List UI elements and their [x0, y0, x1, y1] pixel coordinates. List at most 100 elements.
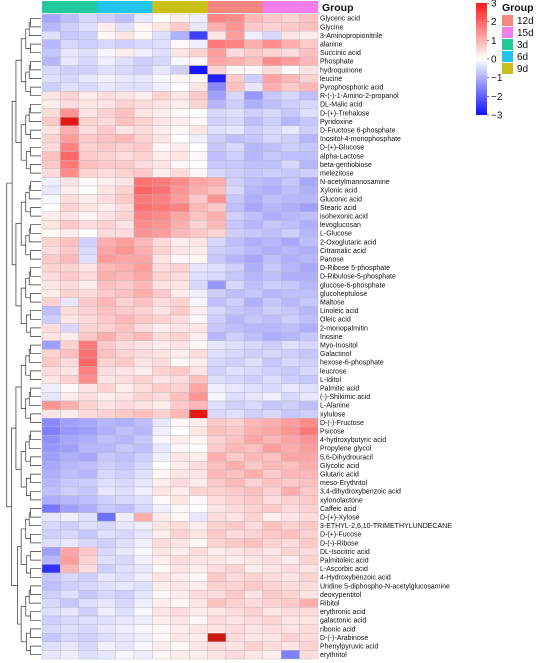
heatmap-cell	[152, 461, 171, 471]
heatmap-cell	[133, 426, 153, 436]
dendrogram-branch	[11, 100, 16, 266]
heatmap-cell	[115, 650, 135, 660]
heatmap-cell	[170, 572, 190, 582]
heatmap-cell	[60, 151, 80, 161]
heatmap-cell	[152, 125, 171, 135]
heatmap-cell	[299, 435, 319, 445]
heatmap-cell	[115, 323, 135, 333]
heatmap-cell	[281, 418, 300, 428]
heatmap-cell	[115, 151, 135, 161]
heatmap-cell	[115, 443, 135, 453]
heatmap-cell	[41, 271, 61, 281]
heatmap-cell	[170, 142, 190, 152]
heatmap-cell	[262, 366, 282, 376]
heatmap-cell	[78, 116, 98, 126]
heatmap-cell	[207, 512, 227, 522]
heatmap-cell	[188, 624, 208, 634]
heatmap-cell	[262, 375, 282, 385]
heatmap-cell	[115, 168, 135, 178]
heatmap-cell	[244, 99, 263, 109]
heatmap-cell	[188, 607, 208, 617]
dendrogram-branch	[28, 185, 41, 200]
row-label: galactonic acid	[320, 618, 366, 625]
heatmap-cell	[78, 159, 98, 169]
heatmap-cell	[188, 486, 208, 496]
heatmap-cell	[115, 590, 135, 600]
group-bar-6d	[115, 1, 135, 13]
row-label: 3-Aminopropionitrile	[320, 33, 382, 40]
group-bar-9d	[152, 1, 172, 13]
heatmap-cell	[96, 202, 116, 212]
heatmap-cell	[299, 555, 319, 565]
dendrogram-branch	[30, 129, 41, 140]
heatmap-cell	[133, 650, 153, 660]
heatmap-cell	[225, 108, 245, 118]
heatmap-cell	[78, 314, 98, 324]
heatmap-cell	[225, 99, 245, 109]
row-label: D-Ribose 5-phosphate	[320, 265, 390, 272]
heatmap-cell	[170, 495, 190, 505]
heatmap-cell	[281, 340, 300, 350]
dendrogram-branch	[28, 392, 41, 406]
heatmap-cell	[133, 512, 153, 522]
heatmap-cell	[96, 134, 116, 144]
heatmap-cell	[78, 56, 98, 66]
heatmap-cell	[244, 271, 263, 281]
heatmap-cell	[133, 615, 153, 625]
dendrogram-branch	[30, 224, 41, 234]
dendrogram-branch	[30, 310, 41, 320]
heatmap-cell	[262, 134, 282, 144]
heatmap-cell	[60, 73, 80, 83]
heatmap-cell	[96, 504, 116, 514]
heatmap-cell	[299, 263, 319, 273]
dendrogram-branch	[30, 146, 41, 157]
heatmap-cell	[225, 31, 245, 41]
heatmap-cell	[133, 624, 153, 634]
row-label: (-)-Shikimic acid	[320, 394, 370, 401]
heatmap-cell	[60, 349, 80, 359]
heatmap-cell	[299, 22, 319, 32]
heatmap-cell	[115, 512, 135, 522]
heatmap-cell	[133, 581, 153, 591]
heatmap-cell	[170, 332, 190, 342]
heatmap-cell	[133, 598, 153, 608]
heatmap-cell	[170, 237, 190, 247]
heatmap-cell	[188, 73, 208, 83]
heatmap-cell	[188, 159, 208, 169]
heatmap-cell	[96, 607, 116, 617]
heatmap-cell	[207, 31, 227, 41]
dendrogram-branch	[30, 585, 41, 595]
heatmap-cell	[299, 116, 319, 126]
heatmap-cell	[78, 581, 98, 591]
heatmap-cell	[299, 99, 319, 109]
heatmap-cell	[207, 134, 227, 144]
heatmap-cell	[225, 581, 245, 591]
row-label: Linoleic acid	[320, 308, 359, 315]
heatmap-cell	[152, 504, 171, 514]
dendrogram-branch	[30, 456, 41, 466]
heatmap-cell	[133, 633, 153, 643]
heatmap-cell	[41, 202, 61, 212]
heatmap-cell	[299, 529, 319, 539]
heatmap-cell	[60, 418, 80, 428]
heatmap-cell	[78, 22, 98, 32]
heatmap-cell	[96, 512, 116, 522]
heatmap-cell	[207, 99, 227, 109]
heatmap-cell	[78, 271, 98, 281]
heatmap-cell	[225, 340, 245, 350]
group-legend-label: 15d	[517, 28, 534, 39]
heatmap-cell	[281, 108, 300, 118]
heatmap-cell	[78, 435, 98, 445]
heatmap-cell	[281, 48, 300, 58]
heatmap-cell	[60, 332, 80, 342]
heatmap-cell	[96, 624, 116, 634]
heatmap-cell	[188, 529, 208, 539]
heatmap-cell	[152, 452, 171, 462]
heatmap-cell	[225, 297, 245, 307]
heatmap-cell	[60, 125, 80, 135]
heatmap-cell	[244, 151, 263, 161]
heatmap-cell	[41, 332, 61, 342]
heatmap-cell	[41, 641, 61, 651]
heatmap-cell	[262, 211, 282, 221]
heatmap-cell	[41, 314, 61, 324]
